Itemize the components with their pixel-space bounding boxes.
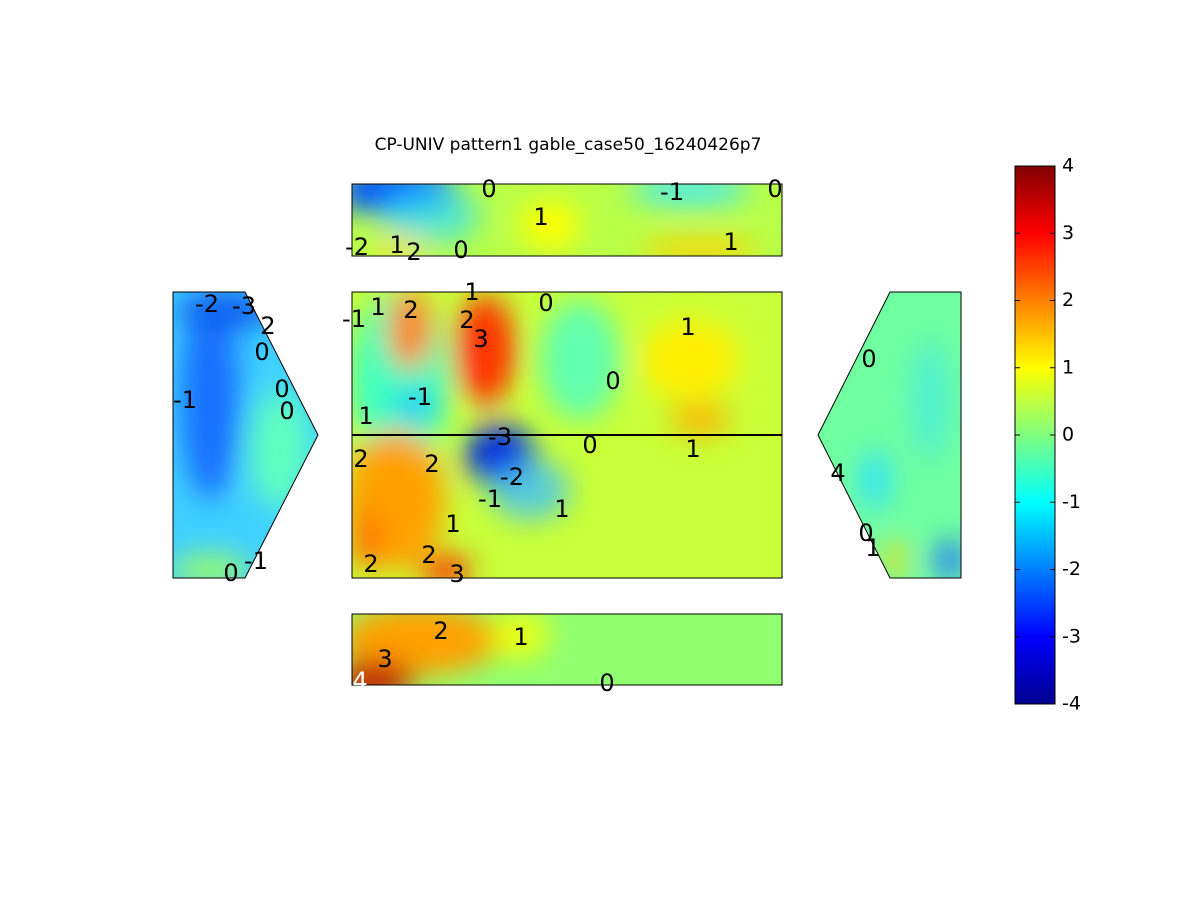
contour-label: 2: [421, 541, 436, 569]
chart-title: CP-UNIV pattern1 gable_case50_16240426p7: [375, 135, 762, 155]
contour-label: 0: [582, 431, 597, 459]
contour-label: 0: [858, 519, 873, 547]
contour-label: 4: [830, 459, 845, 487]
panel-border: [351, 613, 783, 686]
panel-border: [817, 291, 962, 579]
contour-label: -3: [232, 292, 256, 320]
panel-border: [351, 291, 783, 579]
main-panel: [352, 292, 782, 578]
contour-label: -2: [345, 233, 369, 261]
colorbar-tick-label: 2: [1062, 289, 1074, 311]
colorbar-tick-label: 0: [1062, 424, 1074, 446]
contour-label: 2: [459, 306, 474, 334]
right-panel: [818, 292, 961, 578]
contour-label: 3: [473, 325, 488, 353]
contour-label: -3: [488, 423, 512, 451]
contour-label: 2: [406, 238, 421, 266]
contour-label: 1: [685, 435, 700, 463]
contour-label: 1: [513, 623, 528, 651]
contour-label: 1: [389, 231, 404, 259]
contour-label: -1: [478, 485, 502, 513]
contour-label: 1: [865, 534, 880, 562]
contour-label: 3: [377, 645, 392, 673]
colorbar-tick-label: -4: [1062, 693, 1081, 715]
contour-label: 1: [445, 510, 460, 538]
contour-label: 0: [223, 559, 238, 587]
contour-label: 0: [767, 175, 782, 203]
contour-label: 2: [260, 312, 275, 340]
panel-border: [172, 291, 319, 579]
contour-label: 1: [370, 293, 385, 321]
contour-label: 0: [453, 236, 468, 264]
contour-label: 1: [554, 495, 569, 523]
contour-label: 2: [353, 445, 368, 473]
contour-label: 1: [723, 228, 738, 256]
contour-label: 0: [279, 397, 294, 425]
contour-label: -2: [500, 463, 524, 491]
colorbar-tick-label: 3: [1062, 222, 1074, 244]
contour-label: -1: [173, 386, 197, 414]
contour-label: 2: [424, 450, 439, 478]
colorbar-tick-label: -3: [1062, 625, 1081, 647]
contour-label: 0: [254, 338, 269, 366]
colorbar-tick-label: 4: [1062, 155, 1074, 177]
colorbar-tick-label: -2: [1062, 558, 1081, 580]
contour-label: 2: [433, 617, 448, 645]
contour-label: -2: [195, 290, 219, 318]
contour-label: 0: [599, 669, 614, 697]
colorbar-gradient: [1014, 165, 1056, 705]
contour-label: 1: [464, 278, 479, 306]
left-panel: [173, 292, 318, 578]
contour-label: -1: [408, 383, 432, 411]
panel-border: [351, 183, 783, 257]
colorbar-tick-label: -1: [1062, 491, 1081, 513]
contour-label: 3: [449, 560, 464, 588]
contour-labels: 0 -1 0 1 -2 1 2 0 1 1 0 -1 1 2 2 3 1 0 -…: [173, 175, 881, 697]
colorbar: -4 -3 -2 -1 0 1 2 3 4: [1014, 155, 1081, 715]
contour-label: 0: [481, 175, 496, 203]
contour-label: -1: [342, 305, 366, 333]
contour-label: 2: [363, 550, 378, 578]
contour-label: 2: [403, 296, 418, 324]
contour-label: 1: [680, 313, 695, 341]
contour-label: 1: [358, 402, 373, 430]
top-panel: [352, 184, 782, 256]
contour-label: -1: [244, 547, 268, 575]
contour-label: 1: [533, 203, 548, 231]
contour-label: -1: [660, 178, 684, 206]
contour-label: 0: [861, 345, 876, 373]
contour-label: 4: [352, 667, 367, 695]
contour-label: 0: [538, 289, 553, 317]
colorbar-tick-label: 1: [1062, 356, 1074, 378]
bottom-panel: [352, 614, 782, 685]
contour-label: 0: [605, 367, 620, 395]
contour-label: 0: [274, 375, 289, 403]
